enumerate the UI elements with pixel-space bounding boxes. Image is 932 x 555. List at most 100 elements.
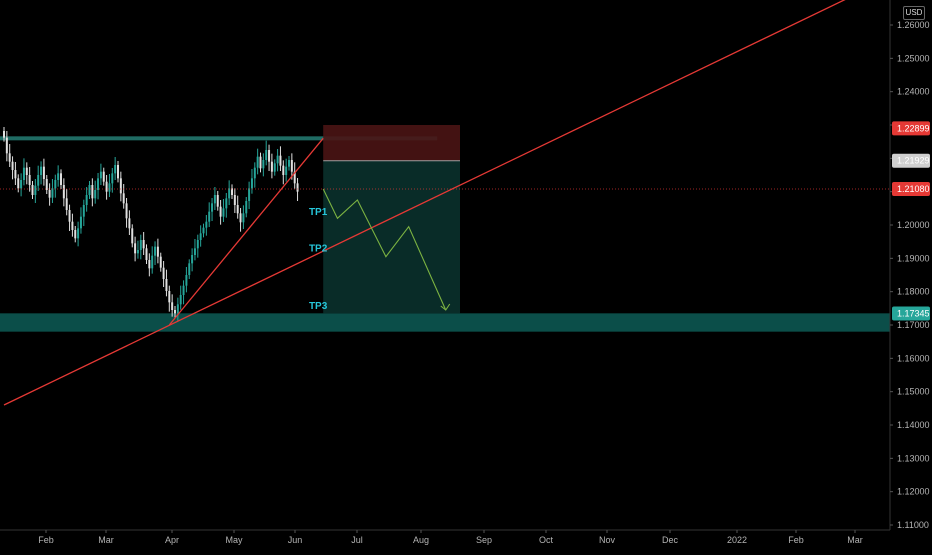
- candle-body: [128, 218, 131, 229]
- candle-body: [97, 178, 100, 190]
- tp-label: TP3: [309, 301, 328, 312]
- candle-body: [256, 156, 259, 168]
- candle-body: [273, 163, 276, 172]
- candle-body: [239, 213, 242, 223]
- candle-body: [285, 166, 288, 175]
- candle-body: [8, 153, 11, 162]
- time-tick-label: Jul: [351, 535, 363, 545]
- candle-body: [68, 210, 71, 222]
- time-axis[interactable]: Feb Mar Apr May Jun Jul Aug Sep Oct Nov Dec 2022 Feb…: [0, 529, 890, 545]
- candle-body: [290, 160, 293, 172]
- tp-label: TP1: [309, 207, 328, 218]
- price-tick-label: 1.16000: [897, 353, 930, 363]
- candle-body: [188, 263, 191, 275]
- candle-body: [74, 230, 77, 239]
- candle-body: [111, 173, 114, 184]
- price-badge-label: 1.21080: [897, 184, 930, 194]
- candle-body: [82, 205, 85, 217]
- candle-body: [65, 198, 68, 210]
- candle-body: [122, 193, 125, 204]
- price-axis[interactable]: 1.260001.250001.240001.230001.220001.210…: [889, 0, 930, 530]
- candle-body: [151, 255, 154, 269]
- candle-body: [225, 198, 228, 209]
- time-tick-label: Dec: [662, 535, 679, 545]
- price-tick-label: 1.25000: [897, 53, 930, 63]
- candle-body: [199, 233, 202, 240]
- projection-path: [322, 188, 447, 311]
- candle-body: [276, 155, 279, 164]
- candle-body: [196, 240, 199, 249]
- candle-body: [171, 302, 174, 310]
- candle-body: [208, 211, 211, 222]
- candle-body: [219, 206, 222, 217]
- price-badge-label: 1.22899: [897, 123, 930, 133]
- candle-body: [134, 243, 137, 254]
- candle-body: [51, 188, 54, 198]
- price-tick-label: 1.24000: [897, 87, 930, 97]
- time-tick-label: Jun: [288, 535, 303, 545]
- candle-body: [139, 240, 142, 250]
- time-tick-label: Feb: [38, 535, 54, 545]
- candle-body: [145, 248, 148, 260]
- candle-body: [85, 195, 88, 205]
- candle-body: [202, 227, 205, 234]
- time-tick-label: Aug: [413, 535, 429, 545]
- candle-body: [34, 185, 37, 195]
- zones-layer: [0, 125, 890, 332]
- price-tick-label: 1.26000: [897, 20, 930, 30]
- candle-body: [136, 250, 139, 254]
- candle-body: [54, 180, 57, 189]
- candle-body: [222, 208, 225, 217]
- candle-body: [296, 183, 299, 192]
- candle-body: [213, 195, 216, 204]
- candle-body: [259, 156, 262, 169]
- candle-body: [40, 166, 43, 175]
- price-badge-label: 1.21929: [897, 156, 930, 166]
- candle-body: [154, 246, 157, 256]
- candle-body: [11, 161, 14, 170]
- price-badge-last: [892, 182, 930, 196]
- lines-layer: [0, 0, 890, 406]
- candle-body: [25, 167, 28, 175]
- candle-body: [142, 240, 145, 249]
- time-tick-label: 2022: [727, 535, 747, 545]
- price-tick-label: 1.20000: [897, 220, 930, 230]
- candle-body: [233, 195, 236, 205]
- candle-body: [191, 255, 194, 264]
- candle-body: [174, 310, 176, 314]
- candle-body: [60, 173, 62, 185]
- price-tick-label: 1.19000: [897, 253, 930, 263]
- currency-text: USD: [905, 8, 923, 17]
- candle-body: [268, 150, 271, 162]
- candle-body: [148, 260, 151, 269]
- time-tick-label: Sep: [476, 535, 492, 545]
- stop-loss-zone: [323, 125, 460, 161]
- candle-body: [176, 304, 179, 314]
- candle-body: [205, 221, 208, 228]
- time-tick-label: Nov: [599, 535, 616, 545]
- candle-body: [253, 167, 256, 179]
- price-tick-label: 1.18000: [897, 287, 930, 297]
- time-tick-label: Mar: [98, 535, 114, 545]
- price-tick-label: 1.11000: [897, 520, 929, 530]
- candle-body: [62, 185, 65, 199]
- resistance-line: [0, 136, 438, 141]
- time-tick-label: Apr: [165, 535, 179, 545]
- candle-body: [20, 180, 23, 189]
- candle-body: [216, 195, 219, 207]
- candle-body: [108, 183, 111, 192]
- candle-body: [105, 181, 108, 192]
- candle-body: [17, 178, 20, 189]
- currency-label[interactable]: USD: [903, 6, 925, 20]
- candle-body: [3, 131, 5, 138]
- candle-body: [94, 190, 97, 199]
- candle-body: [159, 256, 162, 268]
- time-tick-label: Feb: [788, 535, 804, 545]
- candles-layer: [3, 127, 299, 322]
- time-tick-label: Oct: [539, 535, 554, 545]
- candle-body: [48, 190, 51, 198]
- candle-body: [211, 203, 214, 212]
- candle-body: [282, 165, 285, 175]
